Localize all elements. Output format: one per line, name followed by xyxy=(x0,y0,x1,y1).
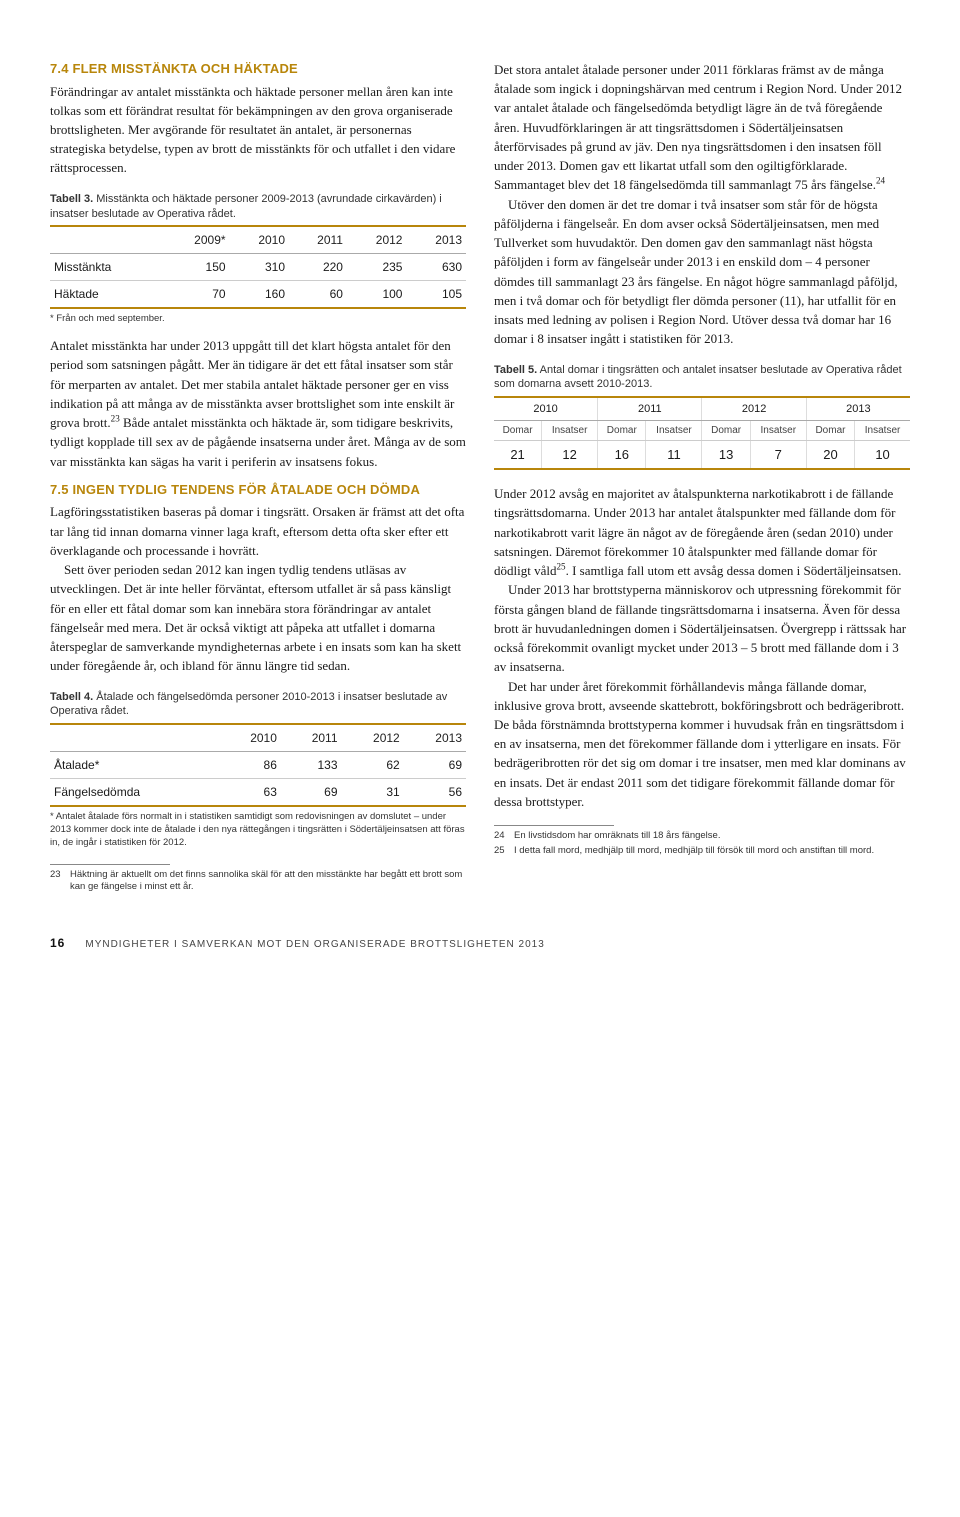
table-3-h3: 2011 xyxy=(289,226,347,254)
page-number: 16 xyxy=(50,936,65,950)
section-7-4-body-2: Antalet misstänkta har under 2013 uppgåt… xyxy=(50,336,466,471)
table-3-note: * Från och med september. xyxy=(50,313,466,326)
table-4-label: Tabell 4. xyxy=(50,691,93,703)
table-4-caption: Tabell 4. Åtalade och fängelsedömda pers… xyxy=(50,690,466,720)
section-7-4-intro: Förändringar av antalet misstänkta och h… xyxy=(50,82,466,178)
two-column-layout: 7.4 FLER MISSTÄNKTA OCH HÄKTADE Förändri… xyxy=(50,60,910,896)
table-3: 2009* 2010 2011 2012 2013 Misstänkta 150… xyxy=(50,225,466,309)
right2-p2: Under 2013 har brottstyperna människorov… xyxy=(494,580,910,676)
table-3-header-row: 2009* 2010 2011 2012 2013 xyxy=(50,226,466,254)
table-5-data-row: 21 12 16 11 13 7 20 10 xyxy=(494,441,910,470)
table-5-caption: Tabell 5. Antal domar i tingsrätten och … xyxy=(494,363,910,393)
right-p1: Det stora antalet åtalade personer under… xyxy=(494,60,910,195)
table-4-note: * Antalet åtalade förs normalt in i stat… xyxy=(50,811,466,849)
table-3-h4: 2012 xyxy=(347,226,406,254)
footnote-ref-23: 23 xyxy=(111,414,120,424)
right2-p1: Under 2012 avsåg en majoritet av åtalspu… xyxy=(494,484,910,580)
section-7-5-p2: Sett över perioden sedan 2012 kan ingen … xyxy=(50,560,466,675)
table-5-caption-text: Antal domar i tingsrätten och antalet in… xyxy=(494,364,902,391)
table-3-row-haktade: Häktade 70 160 60 100 105 xyxy=(50,281,466,309)
table-4-caption-text: Åtalade och fängelsedömda personer 2010-… xyxy=(50,691,447,718)
footnote-25: 25 I detta fall mord, medhjälp till mord… xyxy=(494,845,910,858)
table-3-caption-text: Misstänkta och häktade personer 2009-201… xyxy=(50,193,442,220)
section-7-4-heading: 7.4 FLER MISSTÄNKTA OCH HÄKTADE xyxy=(50,60,466,78)
table-4-row-atalade: Åtalade* 86 133 62 69 xyxy=(50,752,466,779)
running-title: MYNDIGHETER I SAMVERKAN MOT DEN ORGANISE… xyxy=(85,939,544,950)
left-column: 7.4 FLER MISSTÄNKTA OCH HÄKTADE Förändri… xyxy=(50,60,466,896)
section-7-5-p1: Lagföringsstatistiken baseras på domar i… xyxy=(50,502,466,560)
page-footer: 16 MYNDIGHETER I SAMVERKAN MOT DEN ORGAN… xyxy=(50,936,910,950)
footnote-ref-25: 25 xyxy=(556,562,565,572)
right2-p3: Det har under året förekommit förhålland… xyxy=(494,677,910,812)
table-5-sub-row: Domar Insatser Domar Insatser Domar Insa… xyxy=(494,421,910,441)
table-3-caption: Tabell 3. Misstänkta och häktade persone… xyxy=(50,192,466,222)
table-5-label: Tabell 5. xyxy=(494,364,537,376)
right-column: Det stora antalet åtalade personer under… xyxy=(494,60,910,896)
table-5: 2010 2011 2012 2013 Domar Insatser Domar… xyxy=(494,396,910,470)
footnote-23: 23 Häktning är aktuellt om det finns san… xyxy=(50,869,466,895)
footnote-rule-right xyxy=(494,825,614,826)
footnote-24: 24 En livstidsdom har omräknats till 18 … xyxy=(494,830,910,843)
table-5-year-row: 2010 2011 2012 2013 xyxy=(494,397,910,421)
table-3-row-misstankta: Misstänkta 150 310 220 235 630 xyxy=(50,254,466,281)
table-3-h0 xyxy=(50,226,162,254)
table-3-label: Tabell 3. xyxy=(50,193,93,205)
right-p2: Utöver den domen är det tre domar i två … xyxy=(494,195,910,349)
table-3-h1: 2009* xyxy=(162,226,230,254)
table-3-h5: 2013 xyxy=(406,226,466,254)
footnote-ref-24: 24 xyxy=(876,176,885,186)
footnote-rule-left xyxy=(50,864,170,865)
page: 7.4 FLER MISSTÄNKTA OCH HÄKTADE Förändri… xyxy=(0,0,960,980)
table-4: 2010 2011 2012 2013 Åtalade* 86 133 62 6… xyxy=(50,723,466,807)
section-7-5-heading: 7.5 INGEN TYDLIG TENDENS FÖR ÅTALADE OCH… xyxy=(50,481,466,499)
table-4-header-row: 2010 2011 2012 2013 xyxy=(50,724,466,752)
table-4-row-fangelsedomda: Fängelsedömda 63 69 31 56 xyxy=(50,779,466,807)
table-3-h2: 2010 xyxy=(230,226,289,254)
